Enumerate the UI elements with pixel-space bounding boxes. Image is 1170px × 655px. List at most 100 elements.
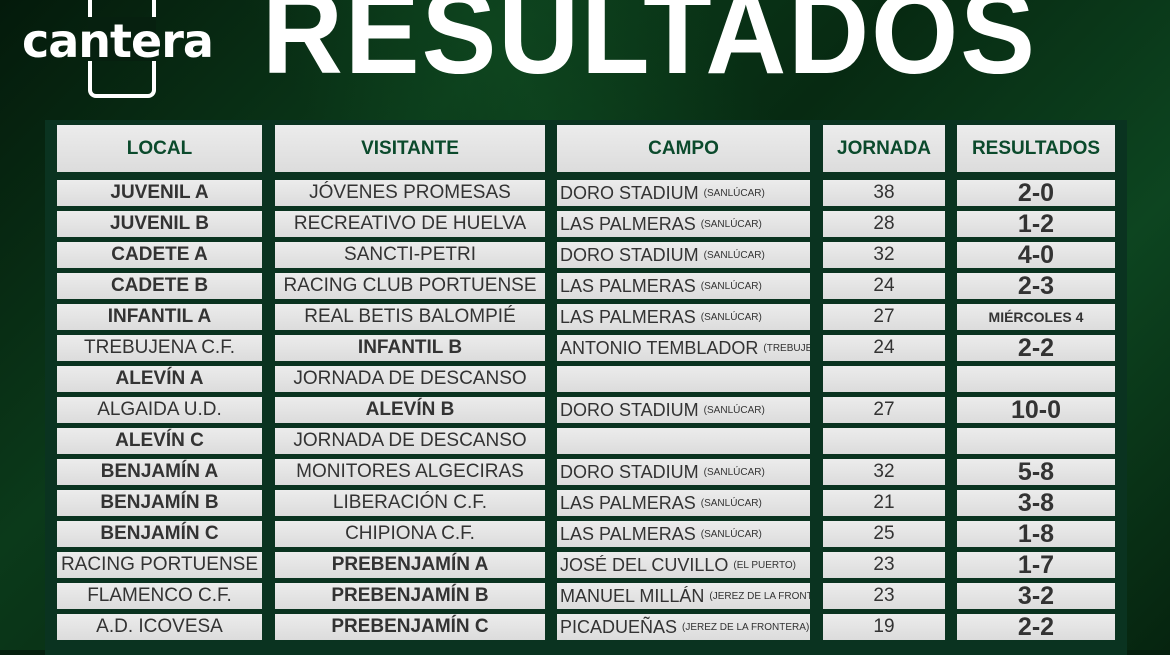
campo-name: LAS PALMERAS [560, 492, 696, 513]
table-cell-campo: ANTONIO TEMBLADOR (TREBUJENA) [557, 335, 810, 361]
table-cell-jornada: 23 [823, 552, 945, 578]
table-cell-resultado: 1-8 [957, 521, 1115, 547]
table-cell-jornada [823, 366, 945, 392]
table-cell-visitante: REAL BETIS BALOMPIÉ [275, 304, 545, 330]
table-cell-resultado: 1-2 [957, 211, 1115, 237]
table-cell-campo: LAS PALMERAS (SANLÚCAR) [557, 211, 810, 237]
table-cell-resultado: 3-2 [957, 583, 1115, 609]
table-cell-resultado: 2-3 [957, 273, 1115, 299]
table-cell-resultado: 1-7 [957, 552, 1115, 578]
campo-city: (SANLÚCAR) [703, 466, 765, 478]
table-cell-resultado [957, 428, 1115, 454]
campo-city: (SANLÚCAR) [703, 187, 765, 199]
table-cell-visitante: PREBENJAMÍN C [275, 614, 545, 640]
table-cell-local: BENJAMÍN A [57, 459, 262, 485]
campo-name: LAS PALMERAS [560, 523, 696, 544]
table-cell-visitante: JÓVENES PROMESAS [275, 180, 545, 206]
table-cell-local: ALGAIDA U.D. [57, 397, 262, 423]
table-cell-campo: LAS PALMERAS (SANLÚCAR) [557, 521, 810, 547]
table-cell-visitante: PREBENJAMÍN A [275, 552, 545, 578]
table-cell-campo: LAS PALMERAS (SANLÚCAR) [557, 273, 810, 299]
table-cell-visitante: INFANTIL B [275, 335, 545, 361]
table-cell-jornada: 32 [823, 459, 945, 485]
table-cell-local: A.D. ICOVESA [57, 614, 262, 640]
table-cell-local: ALEVÍN C [57, 428, 262, 454]
campo-name: LAS PALMERAS [560, 213, 696, 234]
table-cell-local: INFANTIL A [57, 304, 262, 330]
table-cell-resultado: 2-0 [957, 180, 1115, 206]
column-header-campo: CAMPO [557, 125, 810, 172]
table-cell-jornada: 38 [823, 180, 945, 206]
table-cell-visitante: JORNADA DE DESCANSO [275, 366, 545, 392]
table-cell-jornada: 32 [823, 242, 945, 268]
table-cell-campo: DORO STADIUM (SANLÚCAR) [557, 459, 810, 485]
campo-city: (TREBUJENA) [763, 342, 810, 354]
campo-city: (SANLÚCAR) [703, 404, 765, 416]
table-cell-jornada: 24 [823, 335, 945, 361]
table-cell-visitante: PREBENJAMÍN B [275, 583, 545, 609]
campo-city: (EL PUERTO) [733, 559, 796, 571]
campo-city: (SANLÚCAR) [700, 528, 762, 540]
column-header-local: LOCAL [57, 125, 262, 172]
table-cell-resultado: 3-8 [957, 490, 1115, 516]
table-cell-jornada: 24 [823, 273, 945, 299]
campo-name: PICADUEÑAS [560, 616, 678, 637]
table-cell-jornada [823, 428, 945, 454]
table-cell-jornada: 27 [823, 304, 945, 330]
campo-name: LAS PALMERAS [560, 275, 696, 296]
logo: cantera [22, 14, 214, 68]
campo-city: (SANLÚCAR) [703, 249, 765, 261]
campo-city: (SANLÚCAR) [700, 311, 762, 323]
table-cell-local: CADETE B [57, 273, 262, 299]
table-cell-campo: DORO STADIUM (SANLÚCAR) [557, 242, 810, 268]
campo-city: (SANLÚCAR) [700, 218, 762, 230]
table-cell-local: FLAMENCO C.F. [57, 583, 262, 609]
table-cell-local: JUVENIL B [57, 211, 262, 237]
table-cell-campo: LAS PALMERAS (SANLÚCAR) [557, 490, 810, 516]
table-cell-jornada: 25 [823, 521, 945, 547]
campo-name: DORO STADIUM [560, 182, 699, 203]
campo-city: (SANLÚCAR) [700, 497, 762, 509]
table-cell-campo: LAS PALMERAS (SANLÚCAR) [557, 304, 810, 330]
table-cell-local: TREBUJENA C.F. [57, 335, 262, 361]
campo-name: ANTONIO TEMBLADOR [560, 337, 759, 358]
table-cell-campo: PICADUEÑAS (JEREZ DE LA FRONTERA) [557, 614, 810, 640]
table-cell-jornada: 27 [823, 397, 945, 423]
table-cell-local: RACING PORTUENSE [57, 552, 262, 578]
table-cell-visitante: ALEVÍN B [275, 397, 545, 423]
table-cell-jornada: 21 [823, 490, 945, 516]
table-cell-visitante: RACING CLUB PORTUENSE [275, 273, 545, 299]
table-cell-campo: DORO STADIUM (SANLÚCAR) [557, 180, 810, 206]
table-cell-visitante: CHIPIONA C.F. [275, 521, 545, 547]
table-cell-campo [557, 428, 810, 454]
campo-name: MANUEL MILLÁN [560, 585, 705, 606]
table-cell-visitante: MONITORES ALGECIRAS [275, 459, 545, 485]
table-cell-jornada: 23 [823, 583, 945, 609]
campo-name: LAS PALMERAS [560, 306, 696, 327]
table-cell-visitante: RECREATIVO DE HUELVA [275, 211, 545, 237]
table-cell-local: BENJAMÍN C [57, 521, 262, 547]
table-cell-resultado: 4-0 [957, 242, 1115, 268]
table-cell-local: ALEVÍN A [57, 366, 262, 392]
table-cell-resultado [957, 366, 1115, 392]
table-cell-local: CADETE A [57, 242, 262, 268]
table-cell-resultado: 10-0 [957, 397, 1115, 423]
campo-name: JOSÉ DEL CUVILLO [560, 554, 729, 575]
table-cell-local: BENJAMÍN B [57, 490, 262, 516]
table-cell-jornada: 28 [823, 211, 945, 237]
results-table: LOCAL VISITANTE CAMPO JORNADA RESULTADOS JUVE… [45, 120, 1127, 655]
campo-city: (JEREZ DE LA FRONTERA) [709, 590, 810, 602]
campo-city: (JEREZ DE LA FRONTERA) [682, 621, 810, 633]
table-cell-campo: JOSÉ DEL CUVILLO (EL PUERTO) [557, 552, 810, 578]
campo-name: DORO STADIUM [560, 244, 699, 265]
column-header-jornada: JORNADA [823, 125, 945, 172]
table-cell-visitante: SANCTI-PETRI [275, 242, 545, 268]
table-cell-jornada: 19 [823, 614, 945, 640]
table-cell-resultado: 2-2 [957, 614, 1115, 640]
column-header-resultado: RESULTADOS [957, 125, 1115, 172]
table-cell-resultado: 2-2 [957, 335, 1115, 361]
table-cell-local: JUVENIL A [57, 180, 262, 206]
table-cell-visitante: JORNADA DE DESCANSO [275, 428, 545, 454]
logo-shield-icon [88, 0, 156, 98]
table-cell-resultado: MIÉRCOLES 4 [957, 304, 1115, 330]
